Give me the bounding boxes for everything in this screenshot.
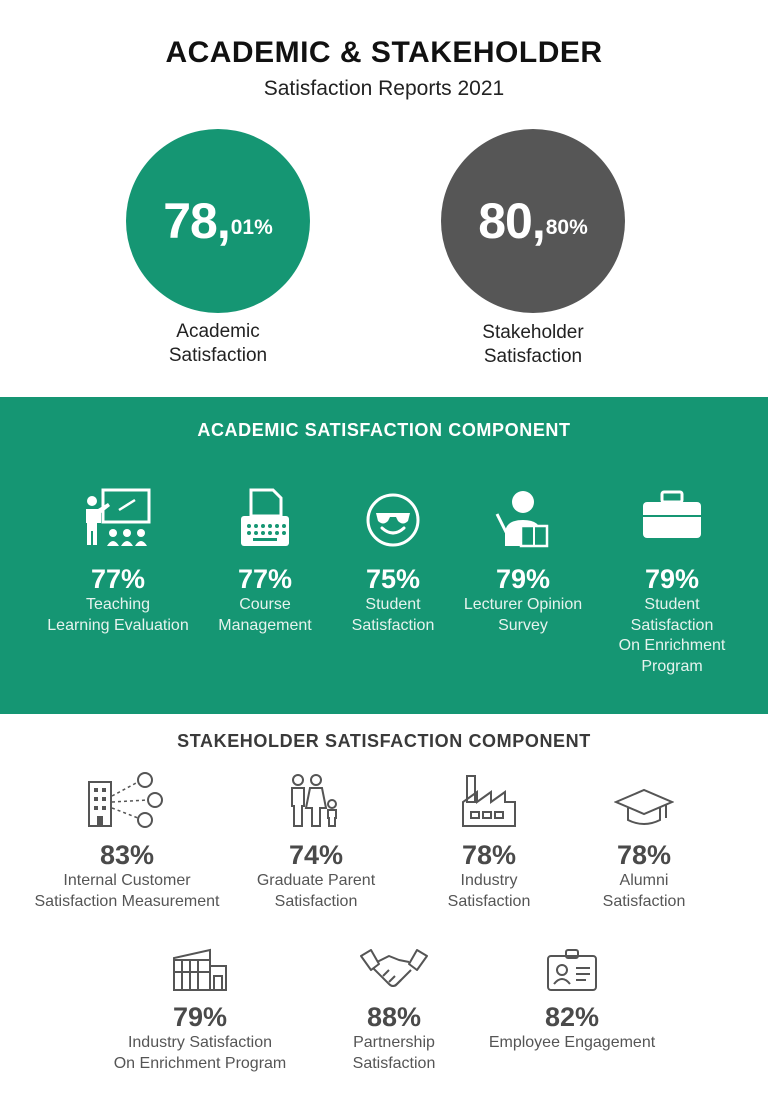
teaching-board-icon: [86, 488, 151, 546]
academic-percent: 75%: [365, 564, 421, 594]
briefcase-icon: [643, 490, 701, 538]
stakeholder-percent: 74%: [288, 840, 344, 870]
academic-score-decimal: 01%: [230, 216, 273, 239]
stakeholder-label: Alumni Satisfaction: [602, 872, 686, 910]
graduation-cap-icon: [614, 788, 674, 825]
stakeholder-label-line1: Stakeholder: [482, 322, 584, 343]
warehouse-icon: [173, 948, 227, 991]
stakeholder-item-partnership: 88% Partnership Satisfaction: [334, 946, 454, 1074]
page-title: ACADEMIC & STAKEHOLDER: [165, 36, 603, 69]
academic-percent: 77%: [90, 564, 146, 594]
academic-percent: 79%: [495, 564, 551, 594]
stakeholder-percent: 79%: [172, 1002, 228, 1032]
stakeholder-item-industry: 78% Industry Satisfaction: [424, 772, 554, 912]
stakeholder-percent: 78%: [616, 840, 672, 870]
stakeholder-percent: 78%: [461, 840, 517, 870]
stakeholder-score-whole: 80,: [478, 193, 546, 249]
academic-label-line2: Satisfaction: [168, 345, 268, 366]
academic-item-course: 77% Course Management: [200, 488, 330, 636]
page-subtitle: Satisfaction Reports 2021: [263, 77, 505, 100]
id-card-icon: [547, 949, 597, 991]
academic-percent: 77%: [237, 564, 293, 594]
academic-score-whole: 78,: [163, 193, 231, 249]
stakeholder-label: Industry Satisfaction: [447, 872, 531, 910]
stakeholder-percent: 82%: [544, 1002, 600, 1032]
building-network-icon: [88, 772, 163, 828]
stakeholder-percent: 88%: [366, 1002, 422, 1032]
lecturer-icon: [495, 491, 549, 548]
academic-item-lecturer: 79% Lecturer Opinion Survey: [452, 488, 594, 636]
stakeholder-label: Graduate Parent Satisfaction: [256, 872, 376, 910]
typewriter-icon: [241, 488, 289, 546]
stakeholder-label-line2: Satisfaction: [483, 346, 583, 367]
academic-item-enrichment: 79% Student Satisfaction On Enrichment Pro…: [602, 488, 742, 677]
academic-percent: 79%: [644, 564, 700, 594]
academic-label: Lecturer Opinion Survey: [463, 596, 583, 634]
academic-satisfaction-circle: 78, 01%: [126, 129, 310, 313]
stakeholder-component-title: STAKEHOLDER SATISFACTION COMPONENT: [177, 731, 591, 751]
stakeholder-item-employee: 82% Employee Engagement: [474, 946, 670, 1054]
stakeholder-label: Industry Satisfaction On Enrichment Progr…: [113, 1034, 287, 1072]
academic-label: Student Satisfaction On Enrichment Program: [618, 596, 726, 675]
academic-label: Student Satisfaction: [351, 596, 435, 634]
family-icon: [291, 774, 337, 827]
academic-label: Teaching Learning Evaluation: [47, 596, 189, 634]
academic-satisfaction-label: Academic Satisfaction: [108, 320, 328, 368]
academic-label: Course Management: [218, 596, 312, 634]
stakeholder-label: Employee Engagement: [488, 1034, 656, 1051]
academic-component-band: [0, 397, 768, 714]
stakeholder-item-industry-enrichment: 79% Industry Satisfaction On Enrichment P…: [102, 946, 298, 1074]
stakeholder-satisfaction-circle: 80, 80%: [441, 129, 625, 313]
academic-component-title: ACADEMIC SATISFACTION COMPONENT: [197, 420, 571, 440]
stakeholder-item-alumni: 78% Alumni Satisfaction: [580, 772, 708, 912]
stakeholder-score-decimal: 80%: [545, 216, 588, 239]
stakeholder-item-internal: 83% Internal Customer Satisfaction Measur…: [22, 772, 232, 912]
sunglasses-smiley-icon: [366, 493, 420, 547]
stakeholder-label: Internal Customer Satisfaction Measuremen…: [34, 872, 220, 910]
academic-item-student: 75% Student Satisfaction: [338, 488, 448, 636]
stakeholder-item-parent: 74% Graduate Parent Satisfaction: [242, 772, 390, 912]
stakeholder-percent: 83%: [99, 840, 155, 870]
handshake-icon: [360, 949, 428, 987]
factory-icon: [462, 775, 516, 827]
stakeholder-label: Partnership Satisfaction: [352, 1034, 436, 1072]
academic-item-teaching: 77% Teaching Learning Evaluation: [38, 488, 198, 636]
stakeholder-satisfaction-label: Stakeholder Satisfaction: [423, 321, 643, 369]
academic-label-line1: Academic: [176, 321, 260, 342]
